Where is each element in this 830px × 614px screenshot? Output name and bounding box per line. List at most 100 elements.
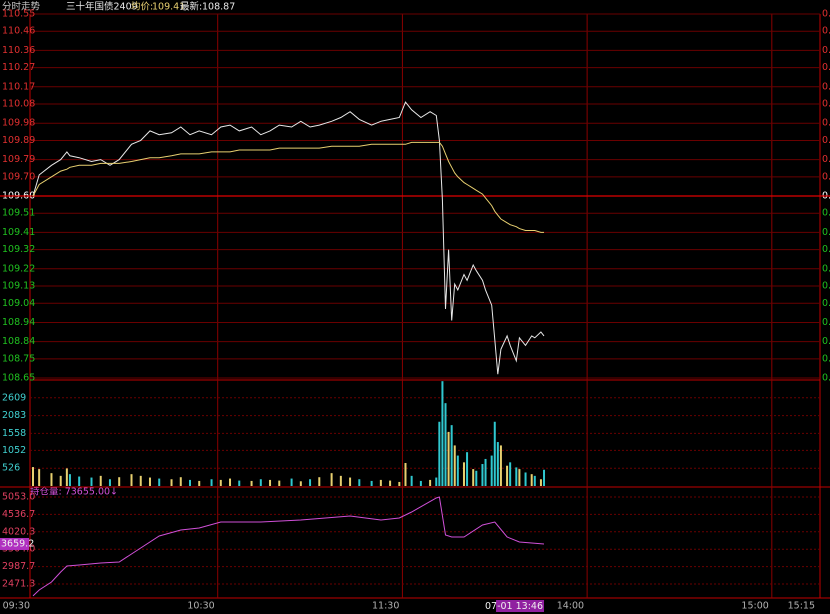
y-tick-label: 109.41 <box>2 227 35 238</box>
bar <box>330 473 333 486</box>
bar <box>533 475 536 486</box>
bar <box>170 479 173 486</box>
bar <box>410 475 413 486</box>
y-tick-label: 108.94 <box>2 317 35 328</box>
symbol: 三十年国债2409 <box>66 1 138 13</box>
y2-tick-label: 0. <box>822 227 830 238</box>
y-tick-label: 109.32 <box>2 244 35 255</box>
bar <box>32 467 34 486</box>
last-value: 108.87 <box>202 2 235 13</box>
bar <box>447 431 450 486</box>
bar <box>238 480 241 486</box>
y2-tick-label: 0. <box>822 9 830 20</box>
bar <box>506 465 509 486</box>
y-tick-label: 109.04 <box>2 298 35 309</box>
bar <box>499 445 502 486</box>
y-tick-label: 110.55 <box>2 9 35 20</box>
bar <box>379 479 382 486</box>
x-tick-label: 10:30 <box>187 601 214 612</box>
y-tick-label: 108.84 <box>2 336 35 347</box>
bar <box>50 473 53 486</box>
y2-tick-label: 0. <box>822 154 830 165</box>
bar <box>210 479 213 486</box>
bar <box>481 464 484 486</box>
bar <box>441 381 444 486</box>
bar <box>419 480 422 486</box>
bar <box>219 479 222 486</box>
bar <box>475 470 478 486</box>
bar <box>189 479 191 486</box>
avg-value: 109.41 <box>152 2 185 13</box>
y2-tick-label: 0. <box>822 317 830 328</box>
line <box>32 496 545 597</box>
oi-label: 持仓量: 73655.00↓ <box>30 486 118 498</box>
bar <box>158 478 161 486</box>
bar <box>518 469 521 486</box>
bar <box>118 477 121 486</box>
y-tick-label: 4536.7 <box>2 509 35 520</box>
bar <box>139 475 142 486</box>
y2-tick-label: 0. <box>822 171 830 182</box>
bar <box>453 445 456 486</box>
y2-tick-label: 0. <box>822 263 830 274</box>
bar <box>496 442 499 486</box>
bar <box>370 480 373 486</box>
y-tick-label: 109.51 <box>2 208 35 219</box>
y2-tick-label: 0. <box>822 244 830 255</box>
bar <box>493 421 496 486</box>
y-tick-label: 110.46 <box>2 26 35 37</box>
bar <box>515 467 518 486</box>
bar <box>472 469 475 486</box>
bar <box>299 481 302 486</box>
y2-tick-label: 0. <box>822 99 830 110</box>
y-tick-label: 4020.3 <box>2 526 35 537</box>
bar <box>130 474 133 486</box>
line <box>32 101 545 375</box>
y2-tick-label: 0. <box>822 62 830 73</box>
bar <box>444 403 447 486</box>
y-tick-label: 109.70 <box>2 171 35 182</box>
y2-tick-label: 0. <box>822 373 830 384</box>
y2-tick-label: 0. <box>822 135 830 146</box>
bar <box>524 472 527 486</box>
bar <box>435 477 438 486</box>
y2-tick-label: 0. <box>822 208 830 219</box>
y-tick-label: 2609 <box>2 392 26 403</box>
panel-title: 分时走势 <box>2 1 41 13</box>
y-tick-label: 2083 <box>2 410 26 421</box>
cursor-box <box>0 537 29 550</box>
bar <box>229 478 232 486</box>
bar <box>65 468 68 486</box>
y-tick-label: 108.65 <box>2 373 35 384</box>
x-tick-label: 15:00 <box>741 601 768 612</box>
bar <box>450 425 453 486</box>
x-tick-label: 09:30 <box>3 601 30 612</box>
bar <box>339 475 342 486</box>
bar <box>38 469 41 486</box>
x-tick-label: 14:00 <box>557 601 584 612</box>
y2-tick-label: 0. <box>822 281 830 292</box>
y-tick-label: 1558 <box>2 428 26 439</box>
bar <box>68 474 71 486</box>
bar <box>108 479 111 486</box>
bar <box>318 477 321 486</box>
bar <box>250 480 253 486</box>
bar <box>466 452 469 486</box>
x-tick-label: 11:30 <box>372 601 399 612</box>
bar <box>543 469 546 486</box>
last-label: 最新: <box>180 1 202 13</box>
y-tick-label: 2987.7 <box>2 561 35 572</box>
y2-tick-label: 0. <box>822 81 830 92</box>
bar <box>404 463 407 486</box>
y-tick-label: 110.08 <box>2 99 35 110</box>
bar <box>259 479 262 486</box>
y-tick-label: 110.36 <box>2 45 35 56</box>
y2-tick-label: 0. <box>822 336 830 347</box>
bar <box>530 474 533 486</box>
cursor-label: 07-01 13:46 <box>485 601 543 612</box>
y-tick-label: 1052 <box>2 445 26 456</box>
y2-tick-label: 0. <box>822 353 830 364</box>
y-tick-label: 109.79 <box>2 154 35 165</box>
bar <box>349 477 352 486</box>
bar <box>389 480 392 486</box>
